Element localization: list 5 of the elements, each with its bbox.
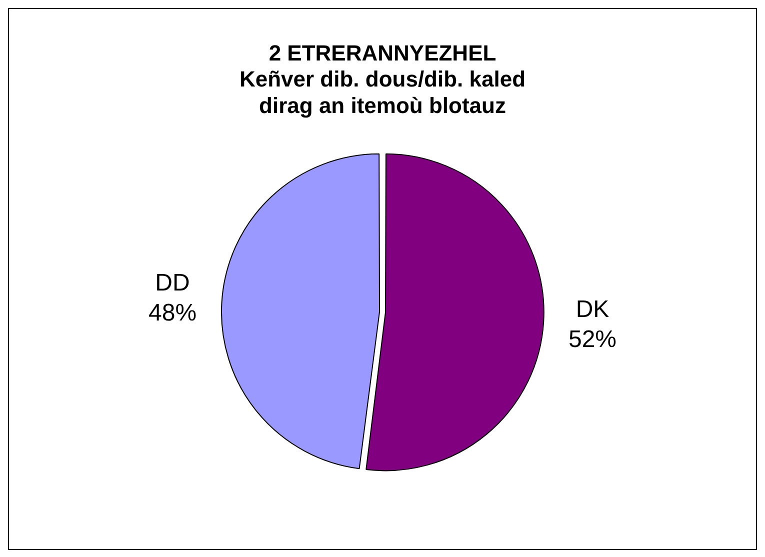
data-label: 48% [148,300,197,327]
data-label: 52% [568,326,617,353]
chart-title: 2 ETRERANNYEZHEL Keñver dib. dous/dib. kaled dirag an itemoù blotauz [239,40,526,118]
slice-label: DK [576,296,610,323]
slice-label: DD [155,270,190,297]
